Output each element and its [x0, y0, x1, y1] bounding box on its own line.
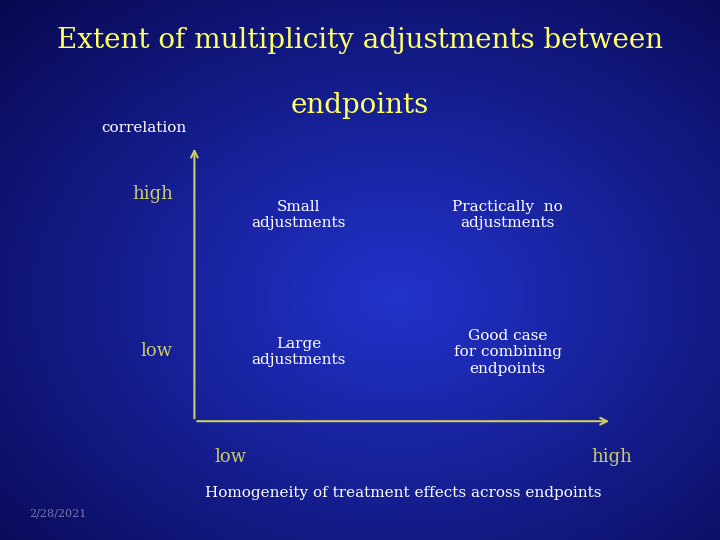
- Text: Small
adjustments: Small adjustments: [251, 200, 346, 230]
- Text: high: high: [592, 448, 632, 466]
- Text: Good case
for combining
endpoints: Good case for combining endpoints: [454, 329, 562, 375]
- Text: 2/28/2021: 2/28/2021: [29, 508, 86, 518]
- Text: low: low: [141, 342, 173, 360]
- Text: high: high: [132, 185, 173, 204]
- Text: Homogeneity of treatment effects across endpoints: Homogeneity of treatment effects across …: [205, 486, 601, 500]
- Text: Large
adjustments: Large adjustments: [251, 338, 346, 367]
- Text: endpoints: endpoints: [291, 92, 429, 119]
- Text: low: low: [215, 448, 246, 466]
- Text: Extent of multiplicity adjustments between: Extent of multiplicity adjustments betwe…: [57, 27, 663, 54]
- Text: Practically  no
adjustments: Practically no adjustments: [452, 200, 563, 230]
- Text: correlation: correlation: [101, 121, 186, 135]
